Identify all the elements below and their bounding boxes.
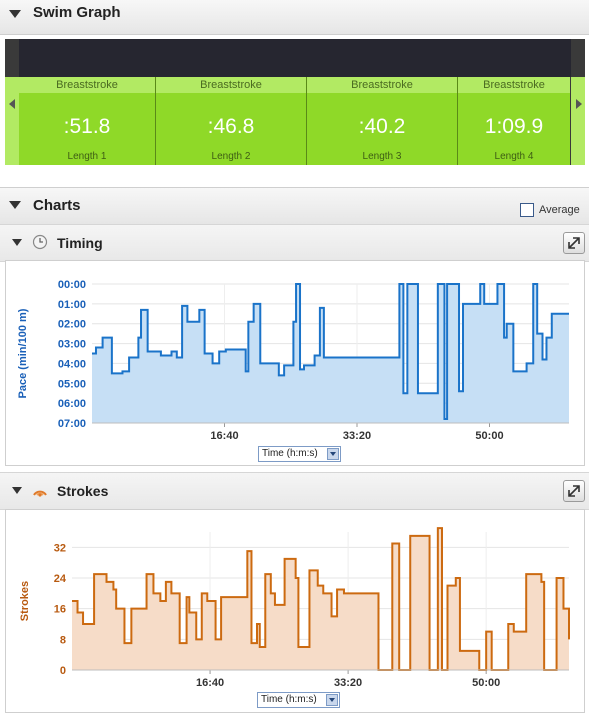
length-time: 1:09.9 [458,115,570,139]
swim-graph-track [19,39,571,77]
strokes-chart[interactable]: 0 8 16 24 32 16:40 33:20 50:00 Strokes [6,510,584,712]
collapse-triangle-icon[interactable] [9,201,21,209]
timing-y-tick-label: 02:00 [58,319,86,331]
timing-y-tick-label: 07:00 [58,418,86,430]
chevron-down-icon [326,694,338,706]
expand-timing-button[interactable] [563,232,585,254]
strokes-y-tick-label: 0 [60,665,66,677]
timing-header[interactable]: Timing [0,224,589,262]
timing-chart-panel: 00:00 01:00 02:00 03:00 04:00 05:00 06:00 07:00… [5,260,585,466]
strokes-x-tick-label: 50:00 [472,677,500,689]
length-stroke: Breaststroke [19,77,155,93]
length-card-2[interactable]: Breaststroke :46.8 Length 2 [156,77,307,165]
timing-x-tick-label: 16:40 [210,430,238,442]
swim-graph-header[interactable]: Swim Graph [0,0,589,35]
strokes-y-tick-label: 16 [54,604,66,616]
scroll-left-button[interactable] [5,77,19,165]
timing-chart[interactable]: 00:00 01:00 02:00 03:00 04:00 05:00 06:00 07:00… [6,261,584,465]
swim-graph-panel: Breaststroke :51.8 Length 1 Breaststroke… [5,39,585,165]
charts-header[interactable]: Charts Average [0,187,589,225]
length-stroke: Breaststroke [307,77,457,93]
length-time: :46.8 [156,115,306,139]
strokes-x-tick-label: 33:20 [334,677,362,689]
length-label: Length 1 [19,151,155,162]
average-label: Average [539,204,580,216]
strokes-y-tick-label: 8 [60,634,66,646]
average-checkbox[interactable] [520,203,534,217]
strokes-header[interactable]: Strokes [0,472,589,510]
collapse-triangle-icon[interactable] [9,10,21,18]
expand-icon [564,233,584,253]
chevron-down-icon [327,448,339,460]
timing-y-tick-label: 03:00 [58,339,86,351]
charts-title: Charts [33,197,81,214]
arrow-left-icon [9,99,15,109]
length-stroke: Breaststroke [458,77,570,93]
strokes-x-tick-label: 16:40 [196,677,224,689]
strokes-axis-select-value: Time (h:m:s) [261,694,317,705]
timing-y-tick-label: 00:00 [58,279,86,291]
timing-y-tick-label: 06:00 [58,398,86,410]
strokes-y-tick-label: 24 [54,573,67,585]
timing-axis-select-value: Time (h:m:s) [262,448,318,459]
timing-axis-select[interactable]: Time (h:m:s) [258,446,341,462]
strokes-icon [31,482,49,498]
arrow-right-icon [576,99,582,109]
length-card-1[interactable]: Breaststroke :51.8 Length 1 [19,77,156,165]
length-time: :40.2 [307,115,457,139]
timing-y-tick-label: 05:00 [58,378,86,390]
collapse-triangle-icon[interactable] [12,487,22,494]
strokes-chart-panel: 0 8 16 24 32 16:40 33:20 50:00 Strokes Time (h:m… [5,509,585,713]
timing-x-tick-label: 50:00 [475,430,503,442]
scroll-right-button[interactable] [571,77,585,165]
length-label: Length 3 [307,151,457,162]
swim-graph-title: Swim Graph [33,4,121,21]
length-stroke: Breaststroke [156,77,306,93]
timing-y-axis-label: Pace (min/100 m) [17,308,29,398]
timing-title: Timing [57,235,103,251]
length-card-3[interactable]: Breaststroke :40.2 Length 3 [307,77,458,165]
length-card-4[interactable]: Breaststroke 1:09.9 Length 4 [458,77,570,165]
clock-icon [32,234,48,250]
length-time: :51.8 [19,115,155,139]
strokes-axis-select[interactable]: Time (h:m:s) [257,692,340,708]
timing-x-tick-label: 33:20 [343,430,371,442]
strokes-title: Strokes [57,483,108,499]
length-label: Length 4 [458,151,570,162]
strokes-y-tick-label: 32 [54,542,66,554]
timing-y-tick-label: 04:00 [58,358,86,370]
collapse-triangle-icon[interactable] [12,239,22,246]
timing-y-tick-label: 01:00 [58,299,86,311]
expand-icon [564,481,584,501]
expand-strokes-button[interactable] [563,480,585,502]
length-label: Length 2 [156,151,306,162]
strokes-y-axis-label: Strokes [19,581,31,621]
